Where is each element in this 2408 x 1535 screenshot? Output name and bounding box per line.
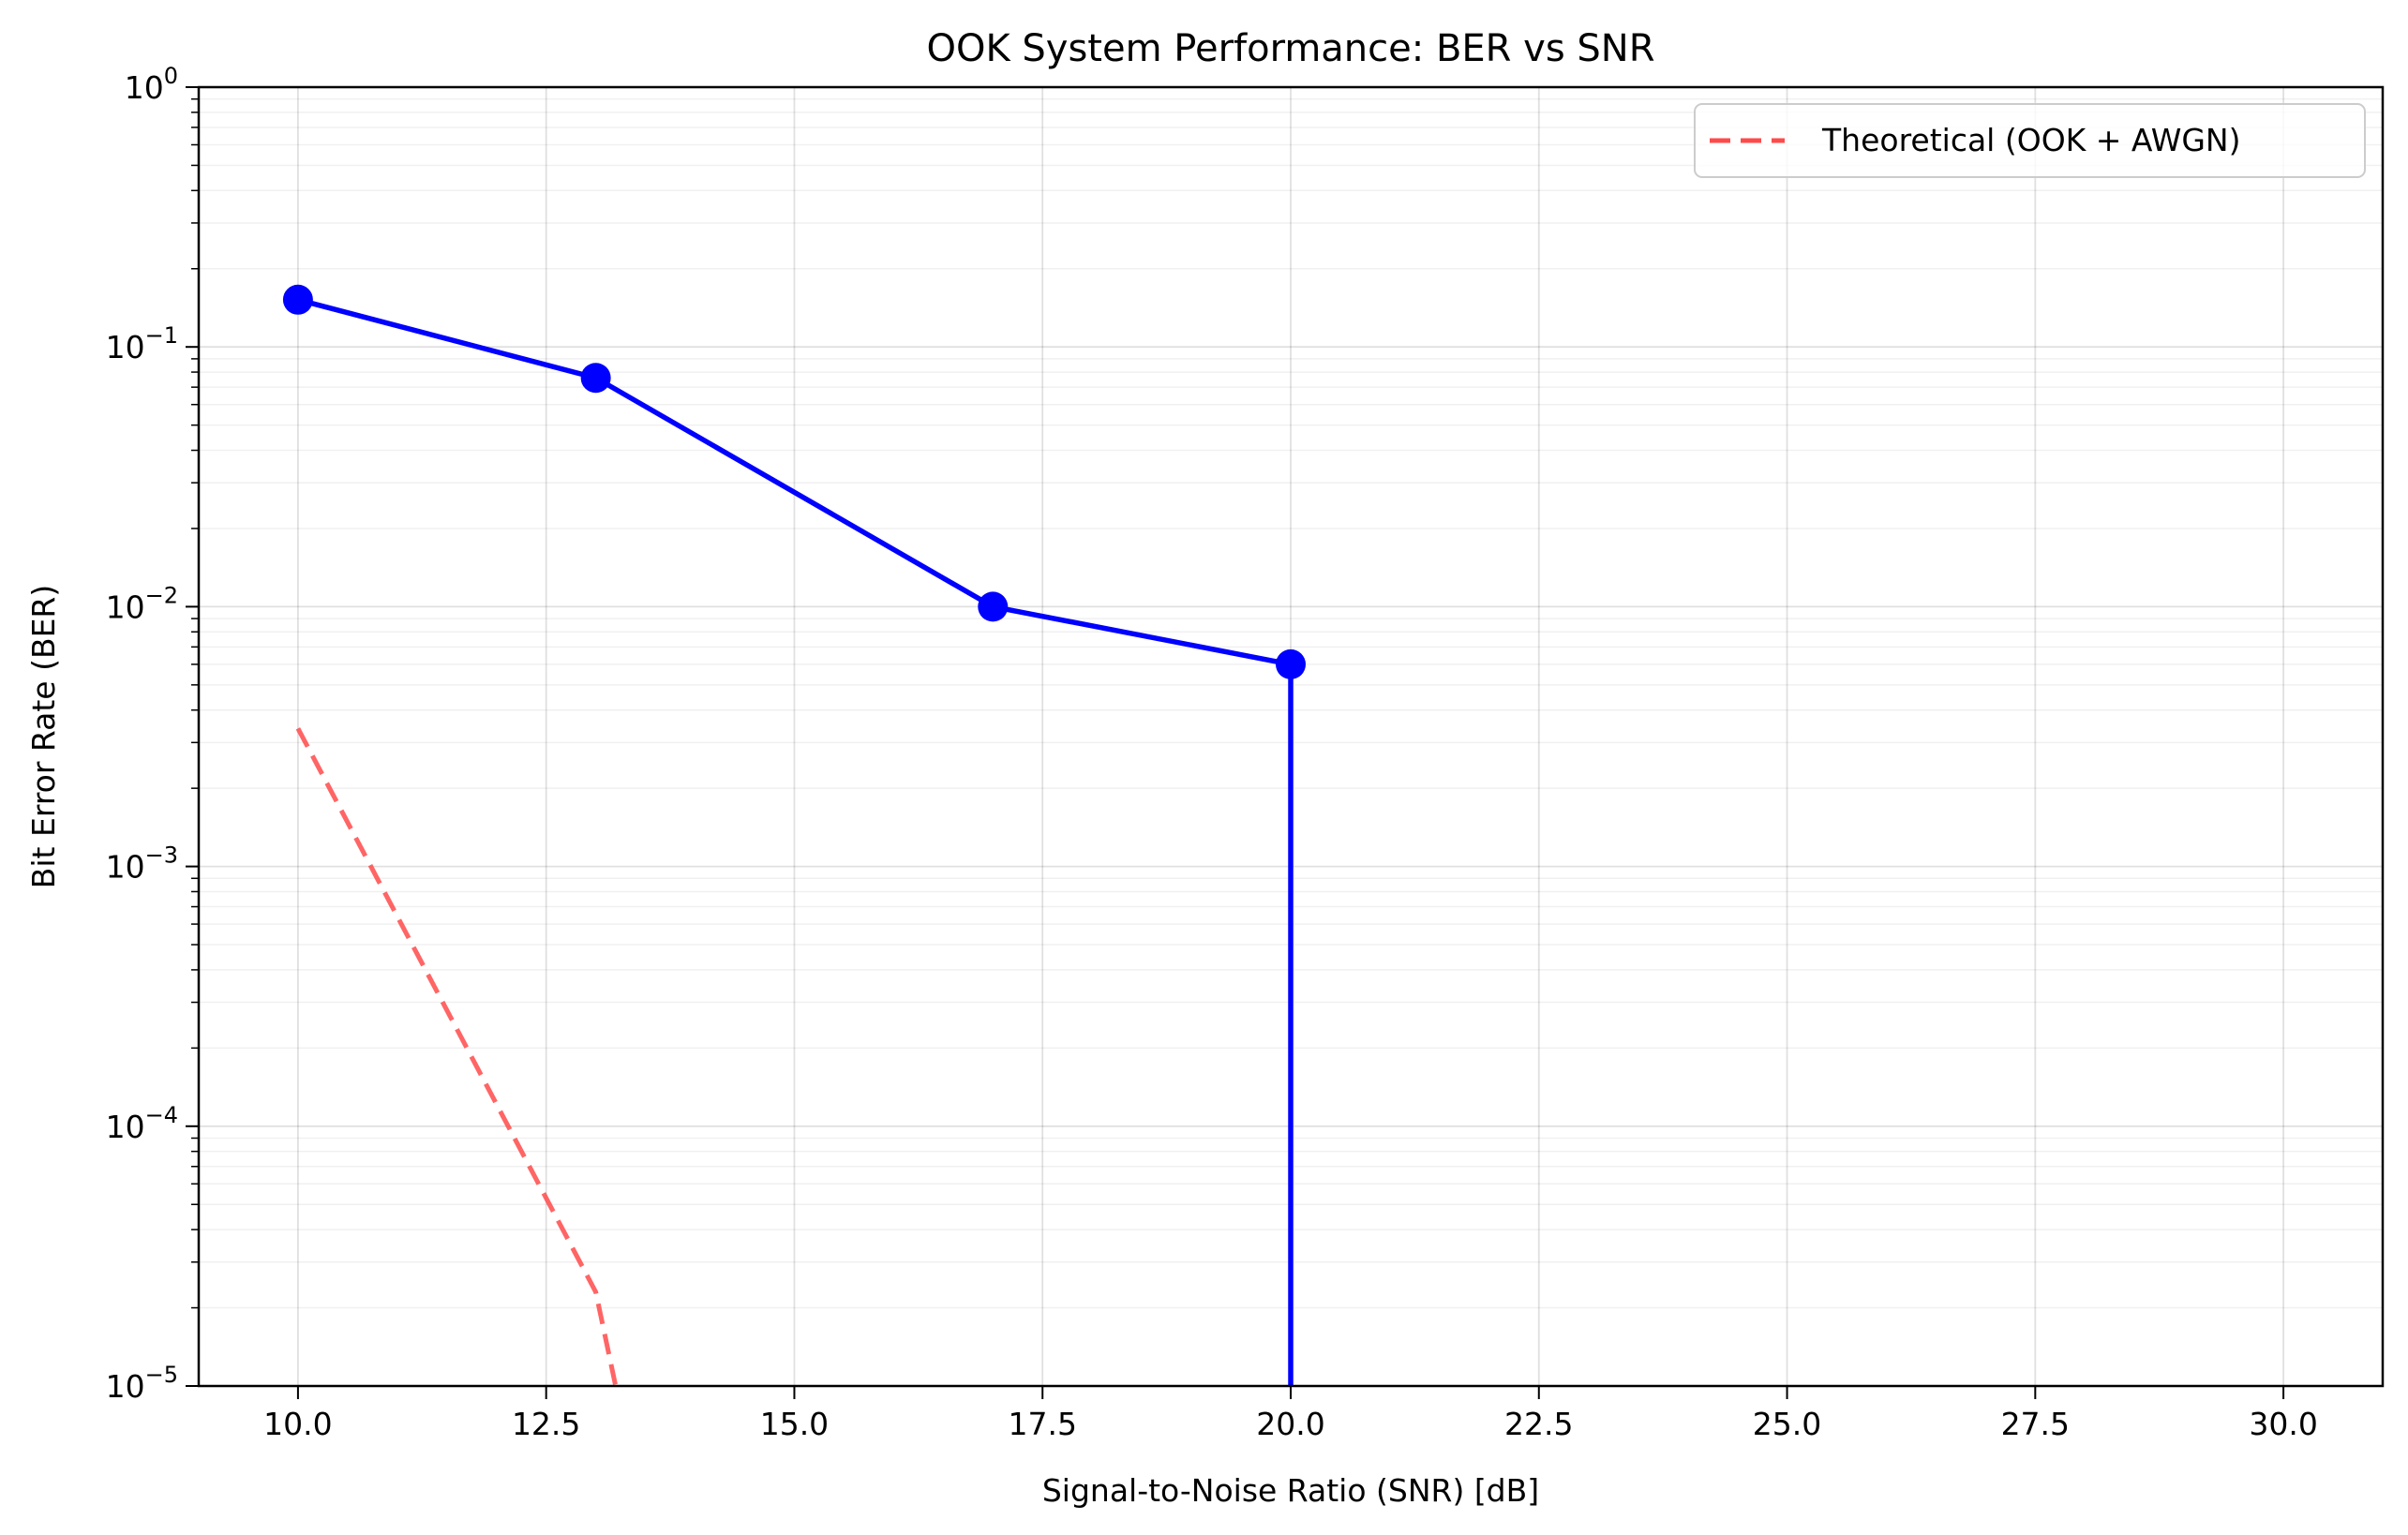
x-axis-ticks: 10.0 12.5 15.0 17.5 20.0 22.5 25.0 27.5 30.0: [263, 1386, 2318, 1442]
x-tick-label: 27.5: [2001, 1406, 2070, 1442]
legend-label-theoretical: Theoretical (OOK + AWGN): [1821, 122, 2240, 158]
y-tick-label: 100: [125, 63, 178, 106]
y-tick-label: 10−1: [106, 322, 178, 365]
chart-title: OOK System Performance: BER vs SNR: [926, 27, 1654, 70]
y-axis-ticks: 100 10−1 10−2 10−3 10−4 10−5: [106, 63, 199, 1405]
x-tick-label: 22.5: [1504, 1406, 1573, 1442]
data-point-marker: [978, 591, 1009, 622]
series-line-theoretical: [295, 727, 619, 1386]
y-tick-label: 10−4: [106, 1102, 178, 1145]
x-axis-label: Signal-to-Noise Ratio (SNR) [dB]: [1042, 1472, 1539, 1509]
data-point-marker: [580, 363, 611, 394]
y-tick-label: 10−5: [106, 1362, 178, 1405]
y-axis-label: Bit Error Rate (BER): [25, 585, 62, 889]
x-tick-label: 10.0: [263, 1406, 332, 1442]
x-tick-label: 15.0: [760, 1406, 829, 1442]
legend: Theoretical (OOK + AWGN): [1694, 103, 2366, 178]
plot-series: [282, 284, 1306, 1386]
y-tick-label: 10−3: [106, 842, 178, 886]
data-point-marker: [1276, 648, 1306, 679]
legend-box: [1694, 103, 2366, 178]
x-tick-label: 30.0: [2249, 1406, 2317, 1442]
y-tick-label: 10−2: [106, 582, 178, 625]
x-tick-label: 12.5: [512, 1406, 580, 1442]
x-tick-label: 25.0: [1753, 1406, 1821, 1442]
x-tick-label: 17.5: [1008, 1406, 1076, 1442]
x-tick-label: 20.0: [1256, 1406, 1324, 1442]
data-point-marker: [282, 284, 313, 315]
